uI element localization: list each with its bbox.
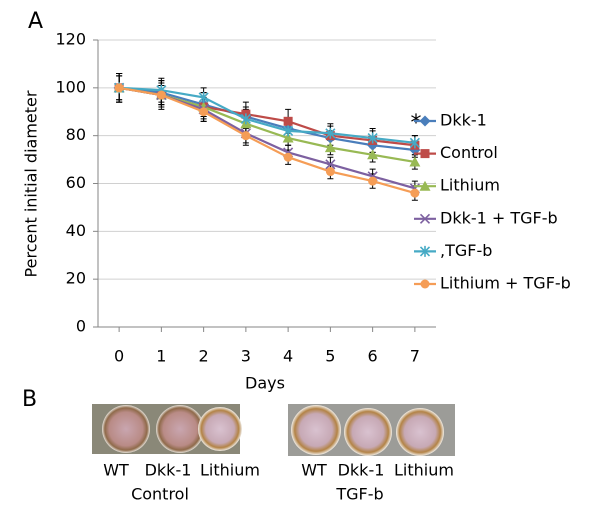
well-label: Lithium: [200, 461, 260, 480]
data-point: [283, 152, 293, 162]
x-tick-label: 0: [114, 347, 124, 366]
data-point: [241, 131, 251, 141]
data-point: [325, 167, 335, 177]
group-caption: Control: [131, 485, 189, 504]
x-tick-label: 5: [325, 347, 335, 366]
legend-label: Dkk-1 + TGF-b: [440, 208, 558, 227]
data-point: [325, 159, 336, 170]
panel-label: B: [22, 387, 37, 412]
well-label: Lithium: [394, 461, 454, 480]
panel-label: A: [28, 9, 43, 34]
photo-control: [92, 404, 242, 454]
data-point: [198, 91, 209, 103]
data-point: [324, 142, 336, 153]
legend-marker: [420, 149, 430, 159]
y-axis-title: Percent initial diameter: [22, 90, 41, 277]
well-label: WT: [301, 461, 327, 480]
legend-marker: [419, 213, 431, 224]
legend-marker: [419, 180, 431, 191]
data-point: [283, 116, 293, 126]
series-line: [119, 86, 415, 152]
legend-label: Lithium: [440, 176, 500, 195]
legend-marker: [419, 115, 431, 127]
photo-tgfb: [288, 404, 455, 456]
x-axis-title: Days: [245, 374, 285, 393]
group-caption: TGF-b: [335, 485, 383, 504]
y-tick-label: 100: [55, 77, 86, 96]
well-label: WT: [103, 461, 129, 480]
y-tick-label: 40: [66, 221, 86, 240]
data-point: [156, 90, 166, 100]
y-tick-label: 60: [66, 173, 86, 192]
legend-marker: [420, 279, 430, 289]
data-point: [409, 156, 421, 167]
data-point: [410, 188, 420, 198]
data-point: [367, 132, 378, 144]
data-point: [368, 176, 378, 186]
x-tick-label: 3: [241, 347, 251, 366]
legend-label: Control: [440, 143, 498, 162]
y-tick-label: 20: [66, 269, 86, 288]
data-point: [282, 132, 294, 143]
data-point: [325, 127, 336, 139]
data-point: [367, 149, 379, 160]
annotation: *: [411, 111, 422, 136]
data-point: [240, 113, 251, 125]
x-tick-label: 2: [199, 347, 209, 366]
data-point: [409, 137, 420, 149]
well-label: Dkk-1: [145, 461, 192, 480]
y-tick-label: 120: [55, 30, 86, 49]
data-point: [199, 107, 209, 117]
series-line: [118, 86, 416, 195]
y-tick-label: 80: [66, 125, 86, 144]
legend-label: ,TGF-b: [440, 241, 492, 260]
legend-label: Dkk-1: [440, 111, 487, 130]
data-point: [283, 125, 294, 137]
y-tick-label: 0: [76, 317, 86, 336]
series-line: [119, 86, 415, 144]
x-tick-label: 7: [410, 347, 420, 366]
x-tick-label: 1: [156, 347, 166, 366]
x-tick-label: 4: [283, 347, 293, 366]
legend-label: Lithium + TGF-b: [440, 274, 571, 293]
well-label: Dkk-1: [338, 461, 385, 480]
legend-marker: [419, 245, 431, 257]
data-point: [114, 83, 124, 93]
x-tick-label: 6: [368, 347, 378, 366]
